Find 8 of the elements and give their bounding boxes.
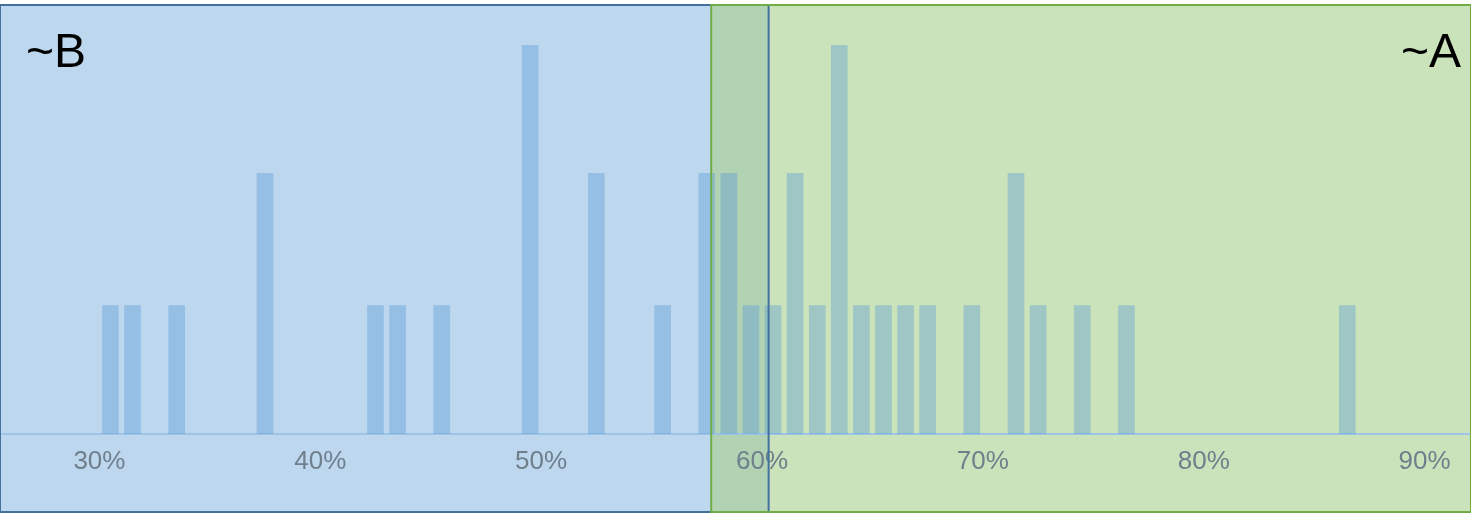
x-tick-label: 30% <box>73 444 126 475</box>
x-tick-label: 90% <box>1398 444 1451 475</box>
x-tick-label: 70% <box>956 444 1009 475</box>
x-tick-label: 40% <box>294 444 347 475</box>
x-tick-label: 80% <box>1177 444 1230 475</box>
band-label: ~A <box>1400 24 1461 78</box>
x-tick-label: 50% <box>515 444 568 475</box>
band-label: ~B <box>26 24 87 78</box>
